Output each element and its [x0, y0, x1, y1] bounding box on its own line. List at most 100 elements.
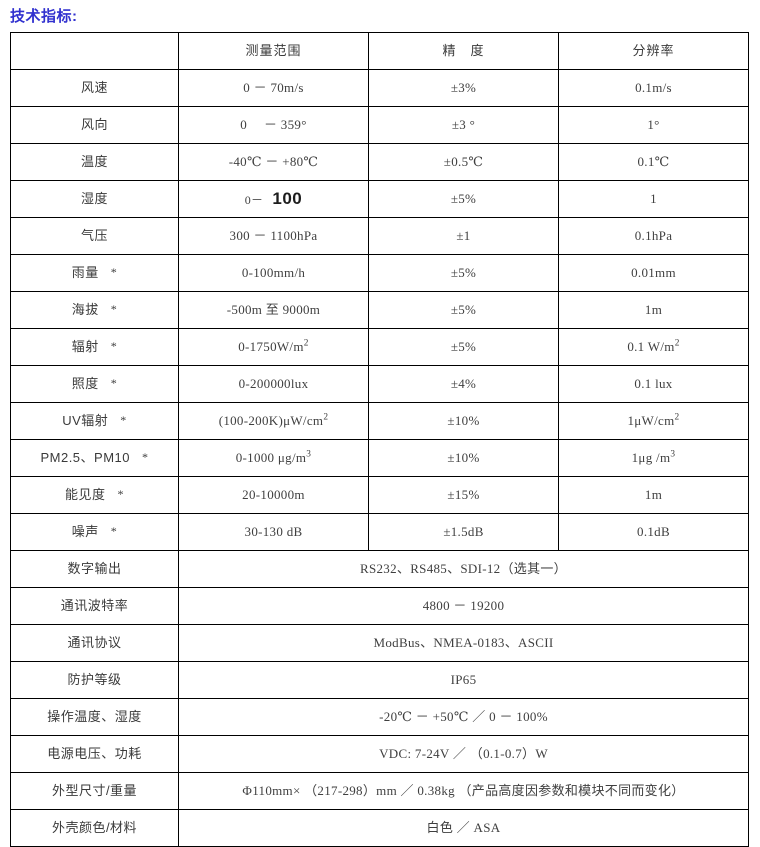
row-label-cell: 海拔 *: [10, 291, 179, 329]
table-row: 照度 * 0-200000lux ±4% 0.1 lux: [10, 365, 749, 403]
superscript: 2: [323, 412, 329, 423]
row-label-cell: 风向: [10, 106, 179, 144]
accuracy-cell: ±5%: [368, 180, 559, 218]
accuracy-cell: ±5%: [368, 291, 559, 329]
header-cell-accuracy: 精 度: [368, 32, 559, 70]
resolution-cell: 0.1 lux: [558, 365, 749, 403]
resolution-cell: 0.01mm: [558, 254, 749, 292]
row-label-cell: 辐射 *: [10, 328, 179, 366]
accuracy-cell: ±10%: [368, 402, 559, 440]
table-row: 数字输出 RS232、RS485、SDI-12（选其一）: [10, 550, 749, 588]
table-row: 雨量 * 0-100mm/h ±5% 0.01mm: [10, 254, 749, 292]
technical-specifications-table: 测量范围 精 度 分辨率 风速 0 － 70m/s ±3% 0.1m/s 风向 0 － 3…: [10, 32, 749, 847]
measurement-range-cell: 300 － 1100hPa: [178, 217, 369, 255]
table-row: 操作温度、湿度 -20℃ － +50℃ ／ 0 － 100%: [10, 698, 749, 736]
header-cell-blank: [10, 32, 179, 70]
row-label-cell: 噪声 *: [10, 513, 179, 551]
optional-marker: *: [110, 523, 118, 538]
resolution-cell: 0.1℃: [558, 143, 749, 181]
row-label-cell: 数字输出: [10, 550, 179, 588]
accuracy-cell: ±1.5dB: [368, 513, 559, 551]
row-label-cell: UV辐射 *: [10, 402, 179, 440]
optional-marker: *: [110, 264, 118, 279]
table-row: 电源电压、功耗 VDC: 7-24V ／ （0.1-0.7）W: [10, 735, 749, 773]
measurement-range-cell: 0 － 70m/s: [178, 69, 369, 107]
accuracy-cell: ±0.5℃: [368, 143, 559, 181]
merged-value-cell: 白色 ／ ASA: [178, 809, 749, 847]
accuracy-cell: ±1: [368, 217, 559, 255]
measurement-range-cell: -500m 至 9000m: [178, 291, 369, 329]
merged-value-cell: ModBus、NMEA-0183、ASCII: [178, 624, 749, 662]
row-label-cell: 照度 *: [10, 365, 179, 403]
accuracy-cell: ±5%: [368, 254, 559, 292]
measurement-range-cell: 20-10000m: [178, 476, 369, 514]
resolution-cell: 1°: [558, 106, 749, 144]
accuracy-cell: ±4%: [368, 365, 559, 403]
table-row: 气压 300 － 1100hPa ±1 0.1hPa: [10, 217, 749, 255]
table-row: 通讯协议 ModBus、NMEA-0183、ASCII: [10, 624, 749, 662]
page-title: 技术指标:: [10, 8, 78, 25]
optional-marker: *: [142, 449, 149, 464]
table-row: 能见度 * 20-10000m ±15% 1m: [10, 476, 749, 514]
table-header-row: 测量范围 精 度 分辨率: [10, 32, 749, 70]
resolution-cell: 1m: [558, 291, 749, 329]
measurement-range-cell: 0－ 100: [178, 180, 369, 218]
table-row: 风向 0 － 359° ±3 ° 1°: [10, 106, 749, 144]
row-label-cell: 电源电压、功耗: [10, 735, 179, 773]
accuracy-cell: ±5%: [368, 328, 559, 366]
resolution-cell: 1m: [558, 476, 749, 514]
row-label-cell: 能见度 *: [10, 476, 179, 514]
superscript: 2: [303, 338, 309, 349]
accuracy-cell: ±15%: [368, 476, 559, 514]
optional-marker: *: [117, 486, 124, 501]
measurement-range-cell: 30-130 dB: [178, 513, 369, 551]
accuracy-cell: ±3%: [368, 69, 559, 107]
measurement-range-cell: -40℃ － +80℃: [178, 143, 369, 181]
superscript: 2: [674, 412, 680, 423]
table-row: 温度 -40℃ － +80℃ ±0.5℃ 0.1℃: [10, 143, 749, 181]
table-row: 通讯波特率 4800 － 19200: [10, 587, 749, 625]
superscript: 3: [670, 449, 676, 460]
merged-value-cell: 4800 － 19200: [178, 587, 749, 625]
measurement-range-cell: 0-1750W/m2: [178, 328, 369, 366]
merged-value-cell: RS232、RS485、SDI-12（选其一）: [178, 550, 749, 588]
table-row: UV辐射 * (100-200K)μW/cm2 ±10% 1μW/cm2: [10, 402, 749, 440]
resolution-cell: 1: [558, 180, 749, 218]
accuracy-cell: ±10%: [368, 439, 559, 477]
row-label-cell: 操作温度、湿度: [10, 698, 179, 736]
resolution-cell: 0.1m/s: [558, 69, 749, 107]
merged-value-cell: VDC: 7-24V ／ （0.1-0.7）W: [178, 735, 749, 773]
superscript: 3: [306, 449, 312, 460]
row-label-cell: 外壳颜色/材料: [10, 809, 179, 847]
row-label-cell: 防护等级: [10, 661, 179, 699]
table-row: 防护等级 IP65: [10, 661, 749, 699]
measurement-range-cell: 0-1000 μg/m3: [178, 439, 369, 477]
measurement-range-cell: (100-200K)μW/cm2: [178, 402, 369, 440]
row-label-cell: 通讯协议: [10, 624, 179, 662]
merged-value-cell: Φ110mm× （217-298）mm ／ 0.38kg （产品高度因参数和模块…: [178, 772, 749, 810]
resolution-cell: 1μW/cm2: [558, 402, 749, 440]
header-cell-resolution: 分辨率: [558, 32, 749, 70]
optional-marker: *: [110, 301, 118, 316]
table-row: 外壳颜色/材料 白色 ／ ASA: [10, 809, 749, 847]
table-row: 辐射 * 0-1750W/m2 ±5% 0.1 W/m2: [10, 328, 749, 366]
row-label-cell: 雨量 *: [10, 254, 179, 292]
resolution-cell: 0.1hPa: [558, 217, 749, 255]
superscript: 2: [674, 338, 680, 349]
measurement-range-cell: 0-200000lux: [178, 365, 369, 403]
row-label-cell: PM2.5、PM10 *: [10, 439, 179, 477]
resolution-cell: 0.1 W/m2: [558, 328, 749, 366]
row-label-cell: 外型尺寸/重量: [10, 772, 179, 810]
measurement-range-cell: 0-100mm/h: [178, 254, 369, 292]
range-prefix: 0－: [244, 193, 264, 208]
resolution-cell: 1μg /m3: [558, 439, 749, 477]
measurement-range-cell: 0 － 359°: [178, 106, 369, 144]
range-emphasis: 100: [272, 189, 303, 209]
optional-marker: *: [120, 412, 127, 427]
table-row: 湿度 0－ 100 ±5% 1: [10, 180, 749, 218]
header-cell-measurement-range: 测量范围: [178, 32, 369, 70]
row-label-cell: 气压: [10, 217, 179, 255]
row-label-cell: 湿度: [10, 180, 179, 218]
optional-marker: *: [110, 338, 118, 353]
table-row: PM2.5、PM10 * 0-1000 μg/m3 ±10% 1μg /m3: [10, 439, 749, 477]
